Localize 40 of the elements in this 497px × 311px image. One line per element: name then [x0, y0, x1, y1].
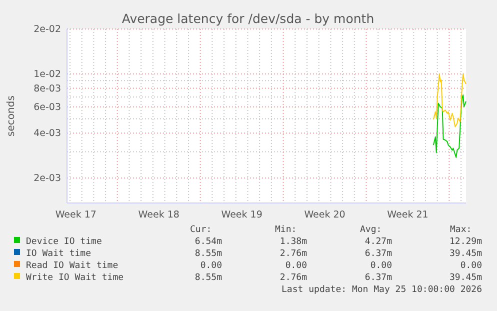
y-tick-label: 1e-02: [34, 68, 61, 80]
text: 6.54m: [194, 237, 222, 247]
y-tick-label: 2e-03: [34, 173, 61, 184]
text: Max:: [450, 225, 472, 235]
x-tick-label: Week 17: [55, 210, 96, 221]
text: 12.29m: [449, 237, 482, 247]
y-tick-label: 6e-03: [34, 102, 61, 113]
text: 39.45m: [449, 273, 482, 283]
line-series: [432, 94, 466, 158]
text: 0.00: [285, 261, 307, 271]
text: 0.00: [200, 261, 222, 271]
text: 0.00: [370, 261, 392, 271]
legend-label: IO Wait time: [26, 249, 92, 259]
text: Last update: Mon May 25 10:00:00 2026: [282, 285, 482, 295]
text: 8.55m: [194, 273, 222, 283]
legend-label: Read IO Wait time: [26, 261, 118, 271]
x-tick-label: Week 21: [387, 210, 428, 221]
text: Avg:: [360, 225, 382, 235]
legend-label: Device IO time: [26, 237, 102, 247]
text: 0.00: [460, 261, 482, 271]
y-tick-label: 4e-03: [34, 128, 61, 140]
x-tick-label: Week 18: [138, 210, 180, 221]
y-axis-title: seconds: [6, 96, 17, 136]
text: 6.37m: [364, 249, 392, 259]
y-tick-label: 2e-02: [34, 24, 61, 36]
chart-title: Average latency for /dev/sda - by month: [122, 11, 374, 26]
text: Cur:: [190, 225, 212, 235]
text: 2.76m: [280, 249, 307, 259]
text: 2.76m: [280, 273, 307, 283]
text: 4.27m: [364, 237, 392, 247]
y-tick-label: 8e-03: [34, 83, 61, 94]
legend-label: Write IO Wait time: [26, 273, 124, 283]
text: 6.37m: [364, 273, 392, 283]
x-tick-label: Week 19: [221, 210, 262, 221]
line-series: [432, 73, 466, 128]
text: 39.45m: [449, 249, 482, 259]
text: 8.55m: [194, 249, 222, 259]
x-tick-label: Week 20: [304, 210, 346, 221]
text: Min:: [275, 225, 297, 235]
text: 1.38m: [280, 237, 307, 247]
